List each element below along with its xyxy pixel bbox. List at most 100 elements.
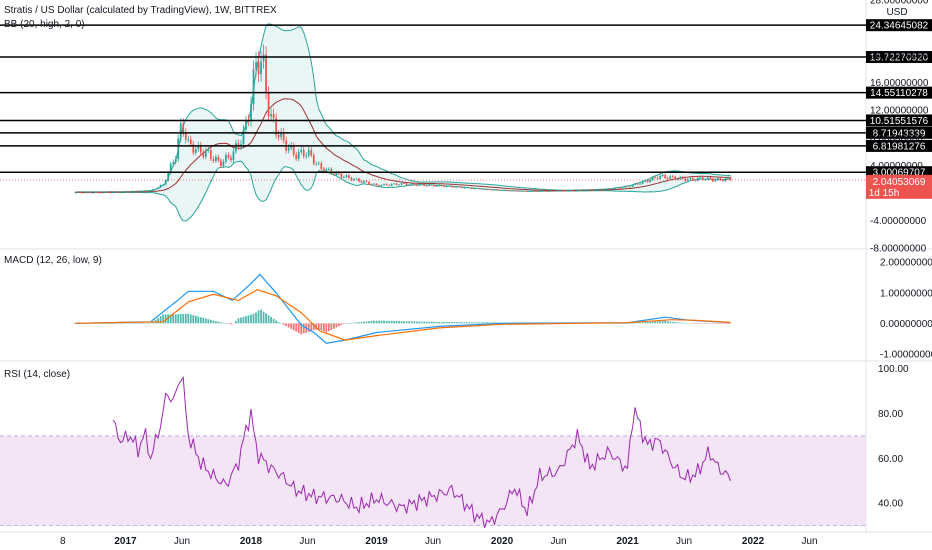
candle-body (566, 190, 569, 192)
time-axis-tick: 2022 (742, 536, 765, 547)
macd-histogram-bar (631, 322, 634, 324)
macd-histogram-bar (360, 321, 363, 324)
candle-body (132, 191, 134, 193)
time-axis-tick: Jun (425, 536, 441, 547)
candle-body (230, 157, 232, 161)
macd-histogram-bar (250, 314, 252, 324)
candle-body (112, 192, 114, 193)
candle-body (491, 189, 493, 191)
time-axis-tick: 2020 (491, 536, 514, 547)
macd-histogram-bar (320, 323, 323, 331)
macd-histogram-bar (641, 322, 644, 324)
candle-body (252, 69, 255, 105)
macd-histogram-bar (664, 320, 667, 324)
candle-body (209, 150, 212, 159)
macd-histogram-bar (385, 320, 388, 324)
candle-body (476, 188, 478, 190)
candle-body (403, 182, 406, 184)
candle-body (385, 183, 388, 186)
candle-body (255, 62, 257, 70)
macd-histogram-bar (97, 323, 99, 324)
macd-histogram-bar (712, 323, 714, 324)
candle-body (358, 178, 360, 182)
macd-histogram-bar (222, 322, 225, 324)
macd-histogram-bar (676, 322, 679, 324)
candle-body (400, 182, 403, 185)
candle-body (606, 188, 609, 190)
candle-body (583, 190, 586, 192)
candle-body (415, 184, 418, 186)
candle-body (337, 172, 340, 174)
candle-body (368, 181, 370, 185)
macd-histogram-bar (368, 321, 370, 324)
macd-histogram-bar (330, 323, 333, 330)
candle-body (310, 149, 313, 156)
candle-body (139, 191, 142, 193)
macd-histogram-bar (262, 311, 265, 324)
candle-body (222, 161, 225, 166)
bb-lower-line (75, 160, 731, 222)
macd-histogram-bar (302, 323, 305, 334)
macd-histogram-bar (430, 321, 433, 324)
macd-histogram-bar (230, 323, 232, 325)
macd-histogram-bar (686, 323, 689, 324)
macd-histogram-bar (182, 313, 185, 324)
macd-histogram-bar (616, 323, 619, 324)
level-badge-label: 6.81981276 (873, 141, 926, 152)
candle-body (493, 189, 496, 191)
candle-body (518, 190, 521, 192)
macd-histogram-bar (699, 323, 702, 324)
candle-body (503, 189, 506, 191)
candle-body (84, 192, 87, 194)
macd-histogram-bar (202, 317, 205, 324)
candle-body (541, 190, 544, 192)
candle-body (327, 169, 330, 170)
candle-body (305, 155, 308, 157)
candle-body (152, 189, 154, 191)
candle-body (127, 191, 129, 193)
candle-body (204, 150, 207, 157)
macd-histogram-bar (159, 316, 162, 324)
macd-histogram-bar (214, 321, 217, 324)
bar-countdown: 1d 15h (869, 188, 900, 199)
macd-histogram-bar (671, 321, 674, 324)
candle-body (425, 185, 428, 187)
candle-body (669, 176, 672, 179)
candle-body (315, 163, 318, 165)
macd-histogram-bar (119, 323, 122, 324)
candle-body (237, 143, 240, 147)
candle-body (616, 187, 619, 189)
candle-body (335, 172, 338, 175)
candle-body (388, 185, 390, 186)
macd-histogram-bar (619, 323, 621, 324)
macd-histogram-bar (709, 323, 712, 324)
candle-body (563, 190, 566, 192)
macd-histogram-bar (317, 323, 320, 330)
current-price-badge (866, 174, 932, 199)
macd-histogram-bar (614, 323, 616, 324)
macd-histogram-bar (169, 314, 172, 324)
candle-body (220, 160, 222, 166)
candle-body (202, 152, 205, 157)
candle-body (551, 190, 554, 192)
price-axis-tick: 4.00000000 (870, 161, 923, 172)
macd-histogram-bar (378, 320, 380, 324)
macd-histogram-bar (225, 323, 227, 324)
candle-body (706, 177, 709, 180)
candle-body (596, 189, 599, 191)
candle-body (182, 123, 185, 133)
candle-body (378, 185, 380, 187)
candle-body (272, 114, 275, 119)
macd-histogram-bar (435, 321, 438, 324)
currency-label: USD (886, 7, 907, 18)
current-price-value: 2.04053069 (873, 177, 926, 188)
candle-body (330, 169, 333, 174)
level-badge-label: 10.51551576 (870, 116, 929, 127)
candle-body (671, 176, 674, 178)
macd-histogram-bar (380, 320, 383, 324)
candle-body (714, 180, 717, 182)
candle-body (134, 191, 137, 193)
candle-body (460, 186, 463, 189)
